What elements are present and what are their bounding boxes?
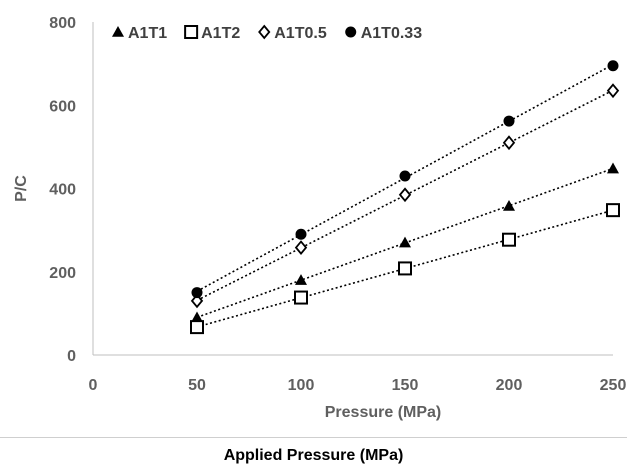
y-tick-label: 600: [49, 98, 76, 115]
legend-marker-A1T2: [184, 25, 199, 39]
data-point-A1T0.33: [503, 115, 515, 127]
legend-marker-A1T1: [112, 26, 124, 37]
data-point-A1T2: [190, 320, 204, 335]
y-axis-title: P/C: [13, 175, 30, 202]
data-point-A1T0.5: [606, 83, 620, 99]
legend-label-A1T1: A1T1: [128, 25, 167, 42]
data-point-A1T0.33: [607, 60, 619, 72]
legend-marker-A1T0.5: [258, 24, 271, 40]
legend-marker-A1T0.33: [345, 26, 357, 38]
legend-label-A1T0.5: A1T0.5: [274, 25, 327, 42]
x-tick-label: 100: [288, 377, 315, 394]
x-tick-label: 150: [392, 377, 419, 394]
y-tick-label: 0: [67, 348, 76, 365]
data-point-A1T2: [294, 290, 308, 305]
legend-label-A1T2: A1T2: [201, 25, 240, 42]
x-tick-label: 0: [89, 377, 98, 394]
x-tick-label: 250: [600, 377, 627, 394]
data-point-A1T0.5: [294, 240, 308, 256]
y-tick-label: 200: [49, 265, 76, 282]
data-point-A1T2: [606, 203, 620, 218]
x-tick-label: 200: [496, 377, 523, 394]
data-point-A1T2: [398, 261, 412, 276]
data-point-A1T0.5: [502, 135, 516, 151]
data-point-A1T1: [191, 311, 203, 323]
data-point-A1T0.33: [399, 170, 411, 182]
legend: A1T1 A1T2 A1T0.5 A1T0.33: [112, 24, 422, 42]
y-tick-label: 400: [49, 182, 76, 199]
y-tick-label: 800: [49, 15, 76, 32]
data-point-A1T0.5: [190, 293, 204, 309]
data-point-A1T0.33: [295, 228, 307, 240]
data-point-A1T1: [503, 199, 515, 211]
caption-divider: [0, 437, 627, 438]
data-point-A1T0.33: [191, 287, 203, 299]
data-point-A1T1: [607, 162, 619, 174]
data-point-A1T2: [502, 232, 516, 247]
data-point-A1T1: [295, 274, 307, 285]
x-tick-label: 50: [188, 377, 206, 394]
tick-labels: 0 50 100 150 200 250 0 200 400 600 800: [49, 15, 626, 394]
x-axis-title: Pressure (MPa): [325, 404, 442, 421]
data-points: [190, 60, 620, 335]
legend-label-A1T0.33: A1T0.33: [361, 25, 422, 42]
data-point-A1T0.5: [398, 187, 412, 203]
figure-caption: Applied Pressure (MPa): [223, 447, 404, 464]
data-point-A1T1: [399, 236, 411, 248]
trendline-A1T0.5: [196, 89, 614, 302]
axes: [92, 22, 613, 356]
